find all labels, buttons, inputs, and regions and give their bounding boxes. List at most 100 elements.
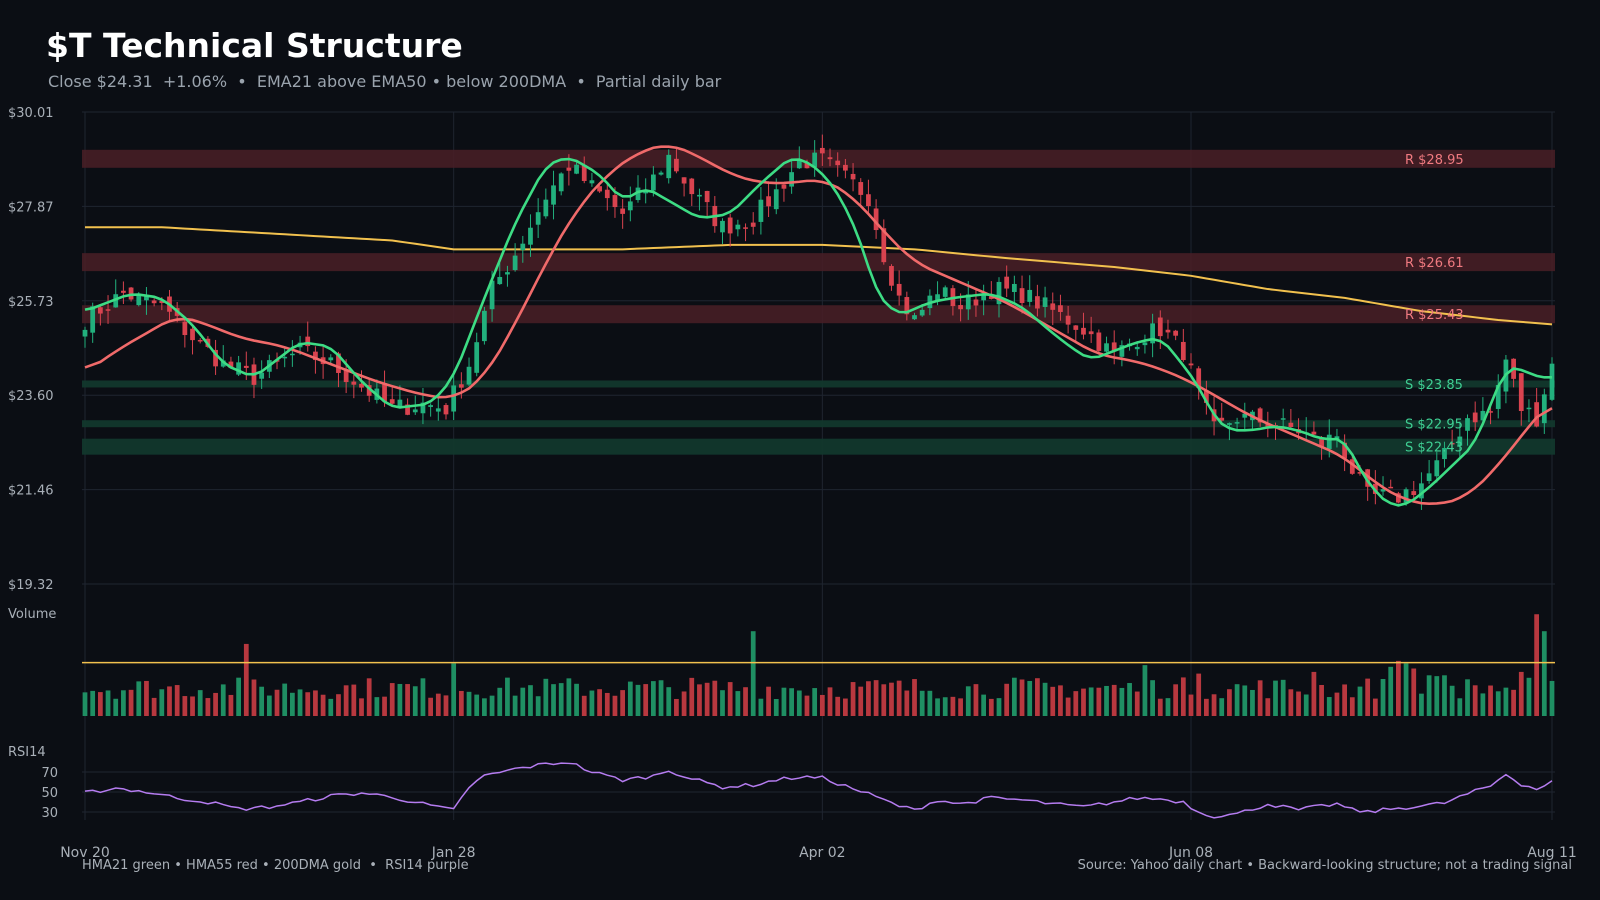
volume-bar — [320, 694, 326, 716]
volume-bar — [1326, 697, 1332, 716]
volume-bar — [1004, 683, 1010, 716]
candle-body — [766, 196, 771, 207]
volume-bar — [1257, 680, 1263, 716]
volume-bar — [1081, 688, 1086, 716]
volume-bar — [919, 690, 925, 716]
candle-body — [773, 189, 779, 210]
volume-bar — [1250, 689, 1255, 716]
hma-layer — [84, 145, 1553, 507]
volume-bar — [1188, 694, 1194, 716]
volume-bar — [1503, 687, 1509, 716]
candle-body — [1065, 315, 1071, 325]
volume-bar — [466, 691, 472, 716]
volume-bar — [597, 689, 602, 716]
volume-bar — [1127, 683, 1132, 716]
candle-body — [543, 199, 549, 217]
candle-body — [1472, 412, 1478, 423]
volume-bar — [581, 695, 587, 716]
rsi-line — [84, 762, 1553, 819]
volume-bar — [727, 682, 733, 716]
candle-body — [1342, 442, 1348, 459]
volume-bar — [1311, 671, 1317, 716]
volume-bar — [812, 688, 818, 716]
candle-body — [1411, 491, 1417, 495]
volume-bar — [1511, 689, 1516, 716]
volume-bar — [1111, 684, 1117, 716]
candle-body — [528, 227, 533, 245]
y-tick-label: $21.46 — [8, 484, 54, 499]
support-label: S $22.43 — [1405, 441, 1463, 456]
volume-bar — [712, 680, 718, 716]
volume-bar — [90, 690, 96, 716]
volume-bar — [850, 682, 856, 716]
volume-bar — [1203, 698, 1209, 716]
volume-bar — [1173, 684, 1179, 716]
volume-bar — [1134, 691, 1140, 716]
candle-body — [389, 399, 395, 404]
candle-body — [827, 157, 833, 160]
candle-body — [1518, 373, 1524, 412]
source-note: Source: Yahoo daily chart • Backward-loo… — [1077, 858, 1572, 873]
volume-bar — [1303, 694, 1309, 716]
volume-bar — [1035, 678, 1040, 716]
candle-body — [458, 384, 464, 388]
candle-body — [835, 160, 841, 166]
candle-body — [627, 201, 633, 211]
resistance-band — [82, 149, 1555, 168]
candle-body — [82, 329, 88, 337]
candle-body — [1257, 408, 1263, 423]
candle-body — [850, 173, 856, 180]
volume-bar — [1065, 697, 1071, 716]
volume-bar — [382, 696, 387, 716]
volume-bar — [274, 689, 280, 716]
volume-bar — [996, 698, 1002, 716]
candle-body — [1396, 493, 1401, 503]
volume-bar — [835, 696, 841, 716]
candle-body — [896, 283, 902, 296]
volume-bar — [167, 686, 172, 716]
volume-bar — [1073, 691, 1079, 716]
volume-bar — [113, 698, 119, 716]
candle-body — [1549, 363, 1555, 400]
level-labels: R $28.95 R $26.61 R $25.43 S $23.85 S $22.95… — [1405, 153, 1464, 456]
grid-layer — [82, 111, 1555, 820]
candle-body — [620, 208, 626, 214]
candle-body — [1119, 345, 1125, 357]
volume-bar — [743, 687, 748, 716]
volume-bar — [766, 686, 771, 716]
volume-bar — [620, 690, 626, 716]
volume-bar — [144, 680, 149, 716]
candle-body — [1426, 473, 1432, 481]
volume-bar — [1288, 689, 1294, 716]
volume-bar — [843, 698, 848, 716]
candle-body — [1227, 423, 1232, 425]
volume-bar — [681, 691, 687, 716]
candle-body — [382, 383, 387, 402]
candle-body — [866, 194, 871, 207]
candle-body — [136, 293, 142, 306]
volume-bar — [1349, 697, 1355, 716]
candle-body — [750, 222, 756, 227]
support-resistance-bands — [82, 149, 1555, 455]
volume-bar — [489, 695, 495, 716]
candle-body — [1180, 341, 1186, 361]
candle-body — [1219, 417, 1225, 421]
volume-bar — [704, 682, 710, 716]
candle-body — [574, 164, 579, 174]
rsi-panel: RSI14 70 50 30 — [8, 745, 1555, 821]
candle-body — [1081, 327, 1086, 335]
candle-body — [1349, 459, 1355, 474]
volume-bar — [528, 685, 533, 716]
volume-bar — [251, 679, 257, 716]
volume-bar — [1372, 698, 1378, 716]
volume-bar — [420, 678, 426, 716]
candle-body — [282, 356, 288, 359]
candle-body — [182, 321, 188, 336]
candle-body — [151, 300, 157, 304]
candle-body — [520, 243, 526, 251]
candle-body — [796, 159, 802, 169]
candle-body — [597, 186, 602, 192]
volume-bar — [505, 677, 510, 716]
volume-bar — [1219, 698, 1225, 716]
candle-body — [243, 365, 249, 368]
